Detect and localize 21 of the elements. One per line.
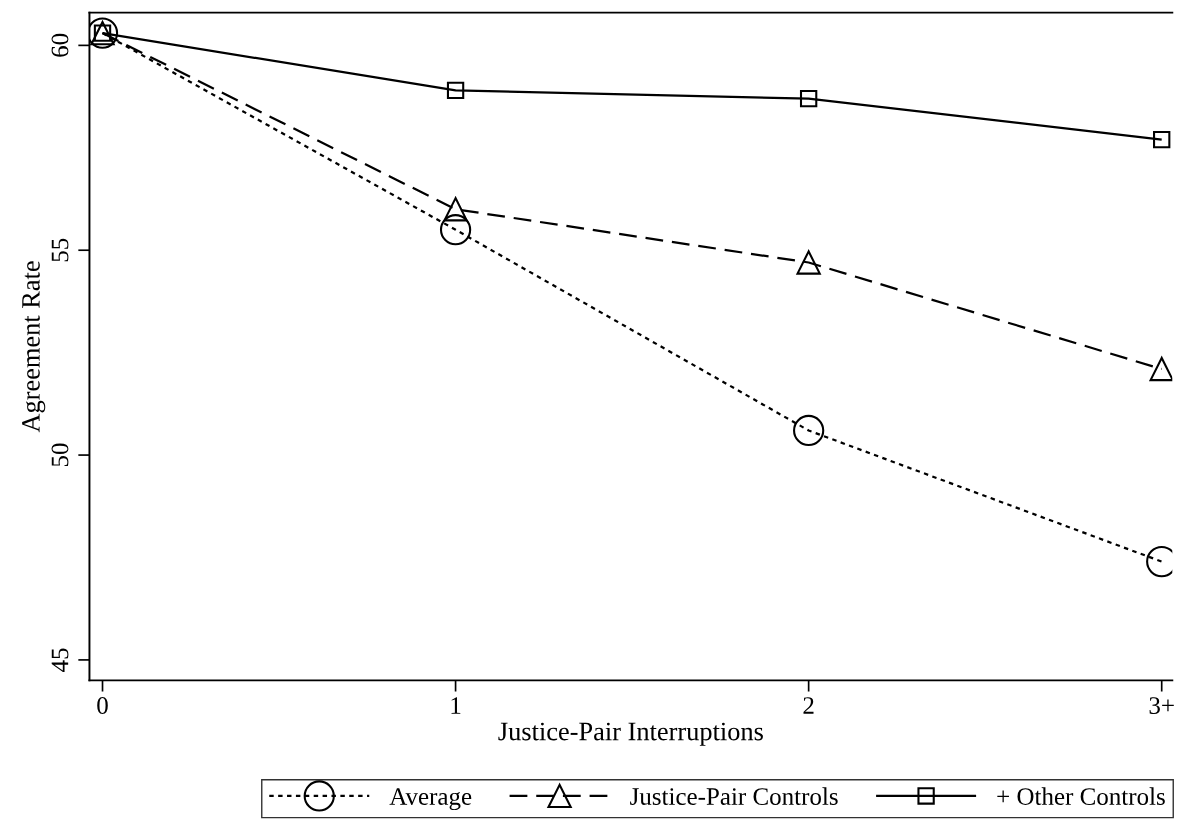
x-tick-label: 2 [803, 697, 814, 714]
y-tick-label: 50 [51, 443, 69, 467]
y-tick-label: 55 [51, 238, 69, 262]
point [443, 197, 468, 222]
point [796, 250, 821, 275]
point [793, 414, 825, 447]
y-axis-title: Agreement Rate [22, 261, 46, 433]
point [446, 81, 465, 100]
y-tick-label: 45 [51, 648, 69, 672]
y-tick-label: 60 [51, 33, 69, 57]
point [1149, 356, 1173, 382]
x-axis-title: Justice-Pair Interruptions [498, 722, 763, 746]
x-tick-label: 0 [97, 697, 108, 714]
point [439, 214, 472, 246]
point [799, 89, 818, 108]
x-tick-label: 1 [451, 697, 461, 714]
x-tick-label: 3+ [1149, 697, 1174, 714]
legend-label: + Other Controls [997, 787, 1165, 805]
legend-label: Justice-Pair Controls [630, 787, 838, 805]
point [1153, 130, 1171, 149]
legend-label: Average [389, 788, 472, 811]
